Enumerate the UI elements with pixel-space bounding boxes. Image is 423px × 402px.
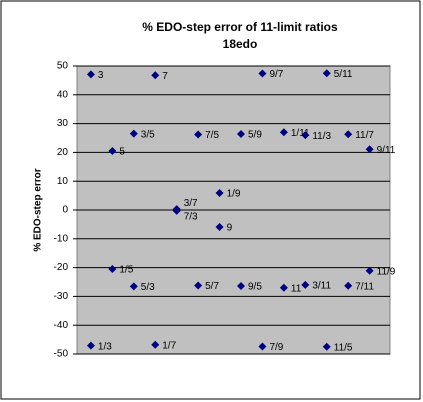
point-label: 11/3 (312, 131, 331, 142)
y-tick-label: -10 (54, 233, 69, 244)
point-label: 3/7 (184, 198, 198, 209)
point (151, 340, 160, 349)
point (129, 282, 138, 291)
point (108, 146, 117, 155)
point-label: 11/9 (377, 266, 396, 277)
y-tick-label: -20 (54, 262, 69, 273)
point (365, 266, 374, 275)
point-label: 1/5 (119, 265, 133, 276)
point-label: 3 (98, 70, 104, 81)
point (151, 71, 160, 80)
point (365, 145, 374, 154)
point (215, 189, 224, 198)
point (344, 281, 353, 290)
point (108, 265, 117, 274)
point-label: 5/11 (334, 69, 353, 80)
point-label: 9/11 (377, 145, 396, 156)
point (86, 341, 95, 350)
point-label: 5/9 (248, 130, 262, 141)
y-tick-label: -50 (54, 349, 69, 360)
y-tick-label: 0 (62, 205, 68, 216)
point-label: 11 (291, 283, 302, 294)
point-label: 1/11 (291, 128, 310, 139)
y-tick-label: 30 (57, 118, 69, 129)
point-label: 9/7 (269, 69, 283, 80)
y-tick-label: 40 (57, 89, 69, 100)
point (258, 342, 267, 351)
point (215, 222, 224, 231)
point (322, 69, 331, 78)
point (322, 342, 331, 351)
y-tick-label: 10 (57, 176, 69, 187)
point (237, 282, 246, 291)
point-label: 3/11 (312, 281, 331, 292)
point-label: 7 (162, 71, 168, 82)
point (344, 130, 353, 139)
point-label: 7/5 (205, 130, 219, 141)
point-label: 1/3 (98, 341, 112, 352)
point (194, 130, 203, 139)
point (172, 206, 181, 215)
point (258, 69, 267, 78)
chart-title: % EDO-step error of 11-limit ratios (142, 20, 338, 34)
point (237, 129, 246, 138)
y-axis-label: % EDO-step error (33, 168, 44, 251)
y-tick-label: 20 (57, 147, 69, 158)
point-label: 1/9 (227, 189, 241, 200)
y-tick-label: -40 (54, 320, 69, 331)
point (301, 131, 310, 140)
point-label: 3/5 (141, 129, 155, 140)
point-label: 5/7 (205, 281, 219, 292)
y-tick-label: -30 (54, 291, 69, 302)
point (279, 128, 288, 137)
point-label: 9/5 (248, 282, 262, 293)
point (279, 283, 288, 292)
chart-subtitle: 18edo (223, 37, 258, 51)
point-label: 1/7 (162, 340, 176, 351)
point (194, 281, 203, 290)
point-label: 5 (119, 147, 125, 158)
y-tick-label: 50 (57, 61, 69, 72)
point-label: 11/7 (355, 130, 374, 141)
point-label: 9 (227, 223, 233, 234)
point-label: 5/3 (141, 282, 155, 293)
point-label: 11/5 (334, 342, 353, 353)
point (129, 129, 138, 138)
point-label: 7/3 (184, 212, 198, 223)
point-label: 7/9 (269, 342, 283, 353)
point-label: 7/11 (355, 281, 374, 292)
point (301, 280, 310, 289)
point (86, 70, 95, 79)
